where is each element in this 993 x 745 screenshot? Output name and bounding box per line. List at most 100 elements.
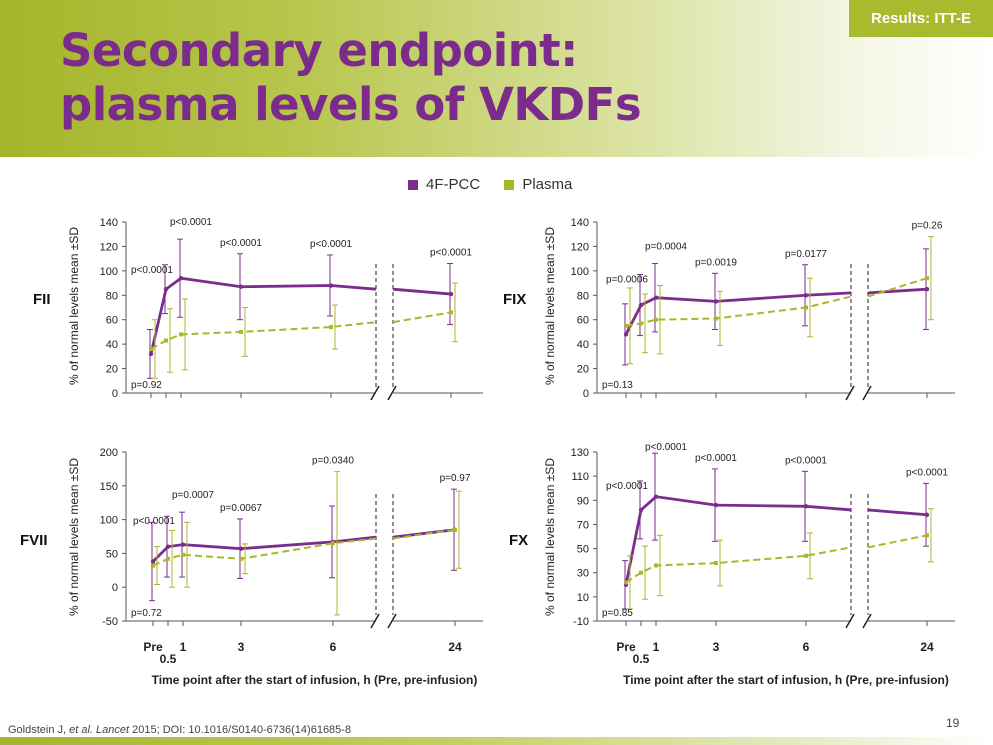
chart-legend: 4F-PCC Plasma [408,176,592,196]
chart2-pvalue: p=0.13 [602,380,633,391]
chart3-pcc-line-after-break [392,528,456,539]
chart1-plasma-point [449,310,453,315]
chart2-plasma-point [804,305,808,310]
chart2-pcc-line-after-break [867,287,928,295]
chart3-pcc-point [165,544,171,549]
chart1-pcc-point [448,291,454,297]
chart1-pcc-point [148,351,154,357]
footer-citation: Goldstein J, et al. Lancet 2015; DOI: 10… [8,724,351,736]
title-line-2: plasma levels of VKDFs [60,78,642,131]
chart1-ytick-label: 0 [112,388,118,400]
chart2-plasma-point [925,276,929,281]
citation-prefix: Goldstein J, [8,724,70,736]
chart1-ytick-label: 120 [100,241,118,253]
chart2-pcc-line [624,291,852,336]
citation-suffix: 2015; DOI: 10.1016/S0140-6736(14)61685-8 [129,724,352,736]
chart2-plasma-point [654,317,658,322]
chart2-ytick-label: 80 [577,290,589,302]
chart3-xtick-label: 24 [448,640,462,654]
chart3-pcc-point [150,559,156,564]
chart4-xtick-label: 24 [920,640,934,654]
results-badge: Results: ITT-E [849,0,993,37]
chart2-plasma-line [625,295,852,327]
chart2-plasma-line-after-break [867,277,928,298]
chart2-ytick-label: 40 [577,339,589,351]
chart4-ytick-label: 90 [577,495,589,507]
chart4-plasma-point [925,533,929,538]
chart1-plasma-point [239,329,243,334]
chart4-pcc-point [653,494,659,499]
chart4-xtick-label: 1 [653,640,660,654]
chart4-plasma-point [804,553,808,558]
chart3-pvalue: p=0.0067 [220,503,262,514]
chart3-ytick-label: 50 [106,548,118,560]
chart1-pvalue: p<0.0001 [220,238,262,249]
chart1-pcc-point [178,275,184,281]
chart3-xtick-label: Pre [143,640,163,654]
chart1-plasma-point [179,332,183,337]
chart4-plasma-point [714,561,718,566]
chart1-pvalue: p<0.0001 [430,248,472,259]
chart3-plasma-point [453,527,457,532]
chart2-ytick-label: 60 [577,315,589,327]
chart2-pvalue: p=0.0006 [606,275,648,286]
chart1-pvalue: p<0.0001 [170,217,212,228]
chart1-ylabel: % of normal levels mean ±SD [67,227,81,385]
chart4-plasma-point [624,580,628,585]
chart1-pcc-line-after-break [392,287,452,296]
chart3-pvalue: p=0.0340 [312,456,354,467]
chart4-ylabel: % of normal levels mean ±SD [543,458,557,616]
chart2-pcc-point [623,332,629,337]
chart4-ytick-label: 110 [571,471,589,483]
chart2-ylabel: % of normal levels mean ±SD [543,227,557,385]
chart3-plasma-point [239,556,243,561]
chart3-xlabel: Time point after the start of infusion, … [152,673,478,687]
chart3-plasma-point [331,541,335,546]
legend-item-pcc: 4F-PCC [408,176,480,193]
chart1-ytick-label: 140 [100,217,118,229]
chart1-plasma-point [149,347,153,352]
chart4-ytick-label: 10 [577,592,589,604]
chart2-pvalue: p=0.0177 [785,249,827,260]
chart3-pcc-line [152,535,377,563]
chart4-axis-break-mark [845,613,855,629]
chart4-pcc-point [803,504,809,509]
chart3-plasma-point [181,552,185,557]
chart2-pcc-point [638,302,644,308]
chart3-xtick-label: 6 [330,640,337,654]
chart4-xtick-label: 6 [803,640,810,654]
chart3-pvalue: p=0.0007 [172,490,214,501]
chart3-ytick-label: -50 [102,616,118,628]
chart2-pvalue: p=0.0019 [695,257,737,268]
chart4-plasma-point [654,563,658,568]
chart4-pcc-line-after-break [867,508,928,517]
chart2-factor-label: FIX [503,291,526,308]
legend-item-plasma: Plasma [504,176,572,193]
chart3-plasma-point [166,556,170,561]
chart1-plasma-point [164,338,168,343]
chart1-pvalue: p<0.0001 [310,239,352,250]
chart2-ytick-label: 140 [571,217,589,229]
chart3-axis-break-mark [387,613,397,629]
chart4-pcc-point [638,507,644,513]
chart4-plasma-point [639,570,643,575]
chart1-axis-break-mark [387,385,397,401]
chart3-ylabel: % of normal levels mean ±SD [67,458,81,616]
chart4-xtick-label: 3 [713,640,720,654]
chart3-plasma-line [152,537,377,567]
chart3-axis-break-mark [370,613,380,629]
chart3-pvalue: p=0.72 [131,608,162,619]
chart4-pvalue: p<0.0001 [785,455,827,466]
legend-label-plasma: Plasma [522,176,573,193]
chart4-ytick-label: 50 [577,544,589,556]
chart3-ytick-label: 0 [112,582,118,594]
bottom-bar [0,737,993,745]
chart1-pcc-point [328,283,334,288]
header-band [0,0,993,157]
chart4-pvalue: p<0.0001 [645,442,687,453]
chart4-pvalue: p=0.85 [602,608,633,619]
chart4-pcc-line [624,495,852,586]
chart4-pcc-point [713,502,719,508]
chart2-axis-break-mark [845,385,855,401]
